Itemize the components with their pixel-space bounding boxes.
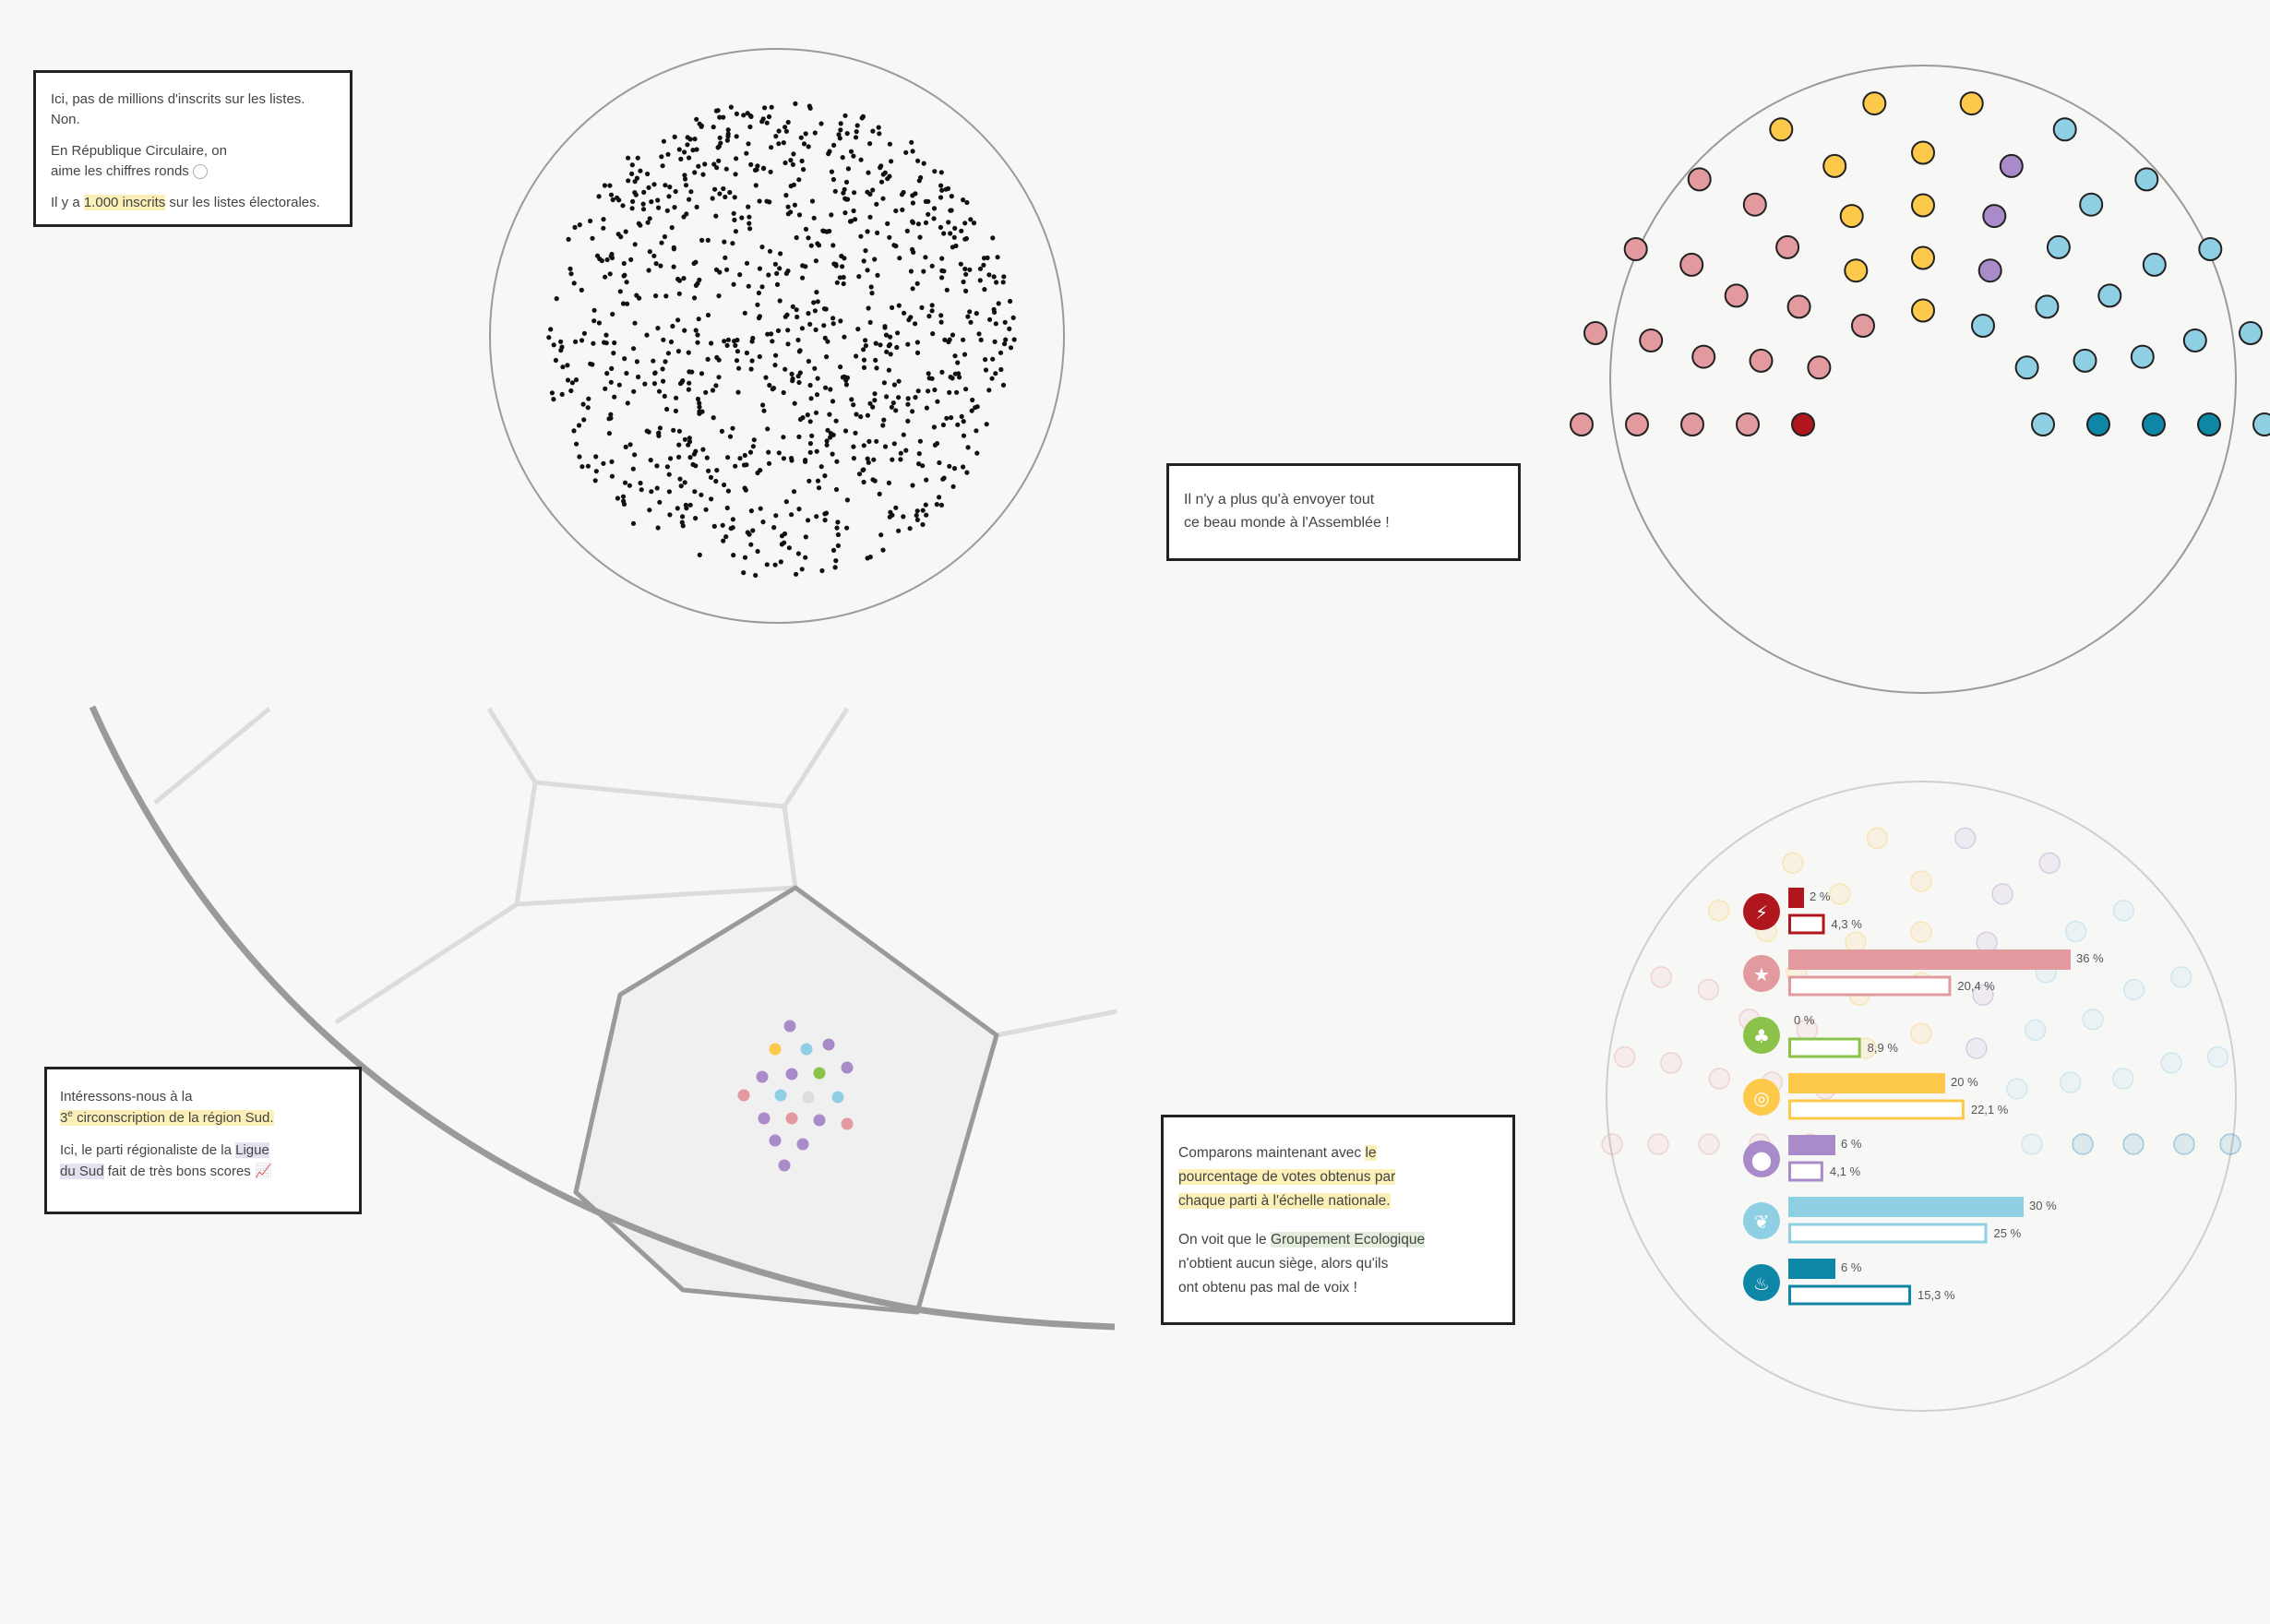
district-textbox: Intéressons-nous à la 3e circonscription… — [44, 1067, 362, 1214]
seat-lightblue — [2239, 321, 2263, 345]
party-highlight-a: Ligue — [235, 1142, 269, 1158]
seat-pink — [1583, 321, 1607, 345]
region-border — [996, 1009, 1117, 1038]
assembly-textbox: Il n'y a plus qu'à envoyer tout ce beau … — [1166, 463, 1521, 561]
assembly-line-2: ce beau monde à l'Assemblée ! — [1184, 515, 1390, 531]
ecology-highlight: Groupement Ecologique — [1270, 1232, 1426, 1248]
district-highlight: 3e circonscription de la région Sud. — [60, 1109, 274, 1126]
intro-textbox: Ici, pas de millions d'inscrits sur les … — [33, 70, 352, 227]
seat-pink — [1570, 412, 1594, 436]
circle-icon — [192, 164, 208, 180]
registered-highlight: 1.000 inscrits — [83, 195, 166, 210]
country-border — [89, 705, 1116, 1331]
chart-circle — [1606, 781, 2237, 1412]
region-border — [486, 707, 850, 809]
party-highlight-b: du Sud — [60, 1164, 104, 1179]
comparison-p2: On voit que le Groupement Ecologique n'o… — [1178, 1232, 1426, 1296]
comparison-p1: Comparons maintenant avec le pourcentage… — [1178, 1145, 1396, 1209]
seat-lightblue — [2252, 412, 2270, 436]
district-line-2: Ici, le parti régionaliste de la Ligue d… — [60, 1142, 272, 1179]
selected-district — [573, 885, 999, 1315]
hemicycle-circle — [1609, 65, 2237, 694]
region-border — [334, 902, 519, 1025]
assembly-line-1: Il n'y a plus qu'à envoyer tout — [1184, 492, 1375, 508]
chart-increasing-icon: 📈 — [254, 1164, 272, 1179]
region-border — [153, 707, 271, 805]
intro-line-2: En République Circulaire, on aime les ch… — [51, 143, 227, 180]
region-border — [514, 782, 798, 907]
voters-circle — [489, 48, 1065, 624]
district-line-1: Intéressons-nous à la 3e circonscription… — [60, 1089, 274, 1126]
comparison-textbox: Comparons maintenant avec le pourcentage… — [1161, 1115, 1515, 1325]
intro-line-1: Ici, pas de millions d'inscrits sur les … — [51, 91, 305, 127]
intro-line-3: Il y a 1.000 inscrits sur les listes éle… — [51, 195, 320, 210]
